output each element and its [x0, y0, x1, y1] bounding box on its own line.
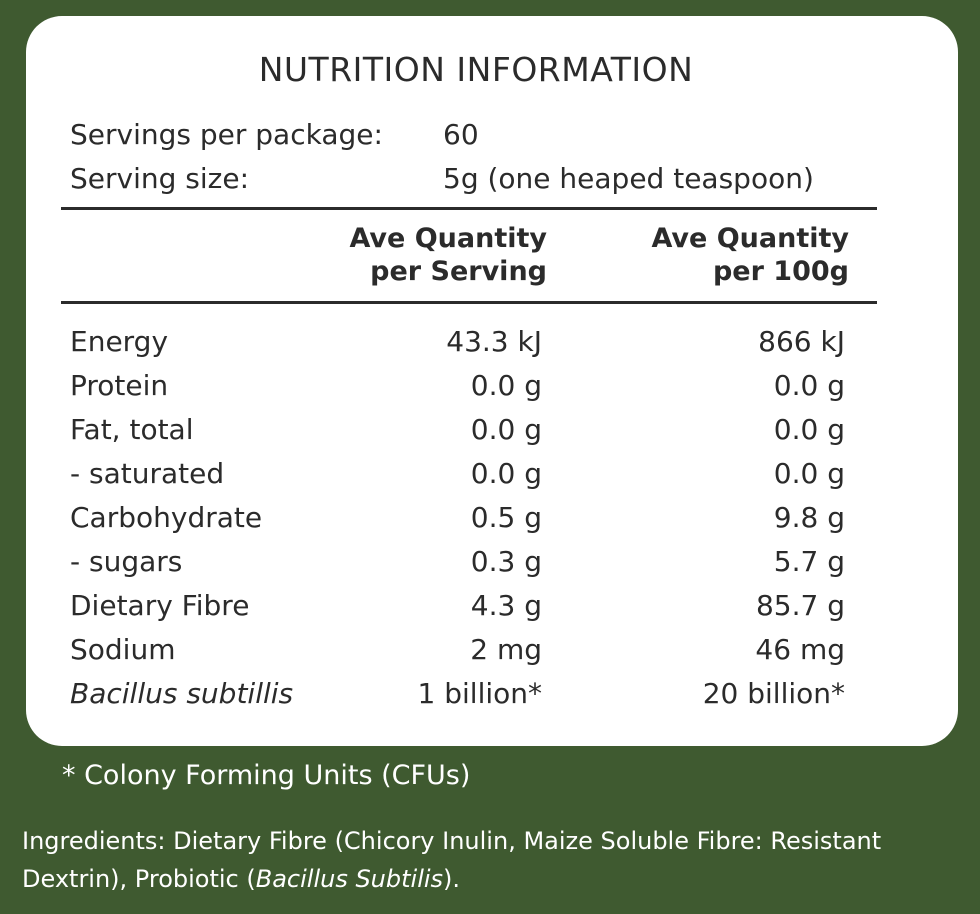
column-header-per-100g-line2: per 100g	[712, 256, 849, 287]
per-serving-value: 0.0 g	[470, 369, 542, 402]
panel-title: NUTRITION INFORMATION	[258, 50, 694, 89]
per-100g-value: 866 kJ	[758, 325, 845, 358]
nutrient-name: Dietary Fibre	[70, 589, 250, 622]
per-serving-value: 2 mg	[470, 633, 542, 666]
nutrition-panel	[26, 16, 958, 746]
nutrient-name: Protein	[70, 369, 169, 402]
serving-size-label: Serving size:	[70, 162, 250, 195]
per-serving-value: 0.3 g	[470, 545, 542, 578]
per-100g-value: 0.0 g	[773, 457, 845, 490]
table-row: Carbohydrate 0.5 g 9.8 g	[0, 496, 980, 540]
nutrient-name: - saturated	[70, 457, 225, 490]
nutrient-name: Energy	[70, 325, 169, 358]
column-header-per-serving: Ave Quantity per Serving	[349, 222, 547, 288]
nutrient-name: Sodium	[70, 633, 176, 666]
per-100g-value: 46 mg	[755, 633, 845, 666]
nutrient-table: Energy 43.3 kJ 866 kJ Protein 0.0 g 0.0 …	[0, 320, 980, 716]
ingredients-prefix: Ingredients: Dietary Fibre (Chicory Inul…	[22, 827, 882, 893]
serving-size-row: Serving size: 5g (one heaped teaspoon)	[70, 162, 814, 195]
column-header-per-100g-line1: Ave Quantity	[651, 223, 849, 254]
per-100g-value: 5.7 g	[773, 545, 845, 578]
table-row: - saturated 0.0 g 0.0 g	[0, 452, 980, 496]
table-row: Bacillus subtillis 1 billion* 20 billion…	[0, 672, 980, 716]
per-serving-value: 0.5 g	[470, 501, 542, 534]
per-100g-value: 20 billion*	[702, 677, 845, 710]
per-serving-value: 43.3 kJ	[446, 325, 542, 358]
per-100g-value: 85.7 g	[755, 589, 845, 622]
servings-label: Servings per package:	[70, 118, 383, 151]
nutrient-name: Fat, total	[70, 413, 194, 446]
per-100g-value: 0.0 g	[773, 369, 845, 402]
table-row: Fat, total 0.0 g 0.0 g	[0, 408, 980, 452]
per-serving-value: 1 billion*	[417, 677, 542, 710]
per-100g-value: 9.8 g	[773, 501, 845, 534]
nutrient-name: - sugars	[70, 545, 183, 578]
nutrient-name: Carbohydrate	[70, 501, 263, 534]
column-header-per-serving-line2: per Serving	[370, 256, 547, 287]
ingredients-italic: Bacillus Subtilis	[255, 865, 444, 893]
cfu-footnote: * Colony Forming Units (CFUs)	[62, 760, 471, 791]
per-serving-value: 4.3 g	[470, 589, 542, 622]
table-row: Protein 0.0 g 0.0 g	[0, 364, 980, 408]
divider-bottom	[61, 301, 877, 304]
table-row: Energy 43.3 kJ 866 kJ	[0, 320, 980, 364]
ingredients-suffix: ).	[443, 865, 461, 893]
servings-per-package-row: Servings per package: 60	[70, 118, 479, 151]
column-header-per-100g: Ave Quantity per 100g	[651, 222, 849, 288]
table-row: - sugars 0.3 g 5.7 g	[0, 540, 980, 584]
ingredients-text: Ingredients: Dietary Fibre (Chicory Inul…	[22, 822, 962, 898]
table-row: Sodium 2 mg 46 mg	[0, 628, 980, 672]
divider-top	[61, 207, 877, 210]
per-serving-value: 0.0 g	[470, 413, 542, 446]
column-header-per-serving-line1: Ave Quantity	[349, 223, 547, 254]
servings-value: 60	[443, 118, 479, 151]
per-100g-value: 0.0 g	[773, 413, 845, 446]
table-row: Dietary Fibre 4.3 g 85.7 g	[0, 584, 980, 628]
nutrient-name: Bacillus subtillis	[70, 677, 294, 710]
per-serving-value: 0.0 g	[470, 457, 542, 490]
serving-size-value: 5g (one heaped teaspoon)	[443, 162, 814, 195]
